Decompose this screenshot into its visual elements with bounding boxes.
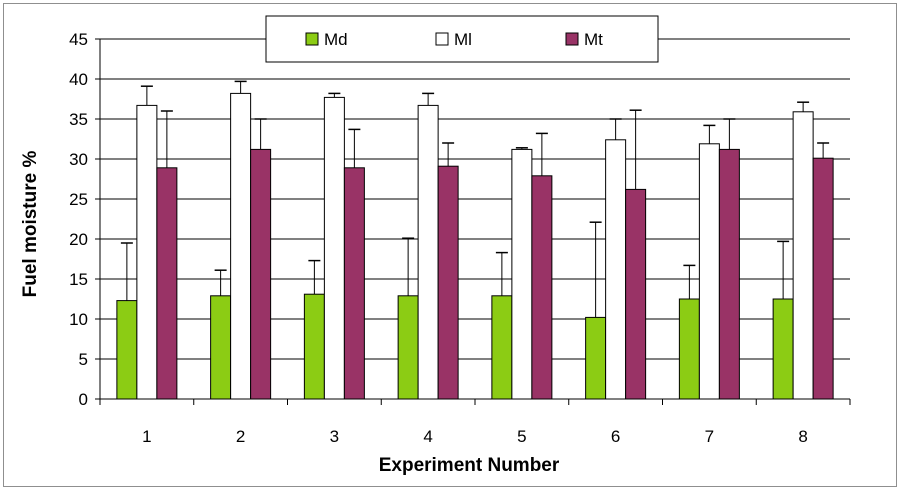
bar-ml-exp-6 — [605, 139, 627, 400]
legend-box — [265, 15, 659, 63]
x-tick-labels: 1 2 3 4 5 6 7 8 — [142, 427, 808, 446]
legend-swatch-ml — [435, 32, 449, 46]
legend-label-md: Md — [324, 30, 348, 49]
bar-mt-exp-3 — [343, 167, 365, 400]
x-tick-label: 5 — [517, 427, 526, 446]
bar-md-exp-5 — [491, 295, 513, 400]
bar-md-exp-2 — [210, 295, 232, 400]
x-tick-label: 2 — [236, 427, 245, 446]
bar-mt-exp-8 — [812, 157, 834, 400]
legend-swatch-md — [305, 32, 319, 46]
y-tick-label: 25 — [69, 190, 88, 209]
bar-mt-exp-4 — [437, 165, 459, 400]
bar-ml-exp-4 — [417, 104, 439, 400]
y-tick-label: 20 — [69, 230, 88, 249]
bar-ml-exp-7 — [698, 143, 720, 400]
y-axis-title: Fuel moisture % — [20, 151, 41, 298]
bar-ml-exp-3 — [323, 96, 345, 400]
x-tick-label: 7 — [705, 427, 714, 446]
bar-ml-exp-8 — [792, 111, 814, 400]
x-tick-label: 1 — [142, 427, 151, 446]
bar-md-exp-7 — [678, 298, 700, 400]
x-tick-label: 4 — [423, 427, 432, 446]
axes — [95, 38, 851, 405]
y-tick-label: 15 — [69, 270, 88, 289]
bar-mt-exp-2 — [250, 148, 272, 400]
y-tick-label: 0 — [79, 390, 88, 409]
legend-label-ml: Ml — [454, 30, 472, 49]
bars — [116, 92, 834, 400]
bar-ml-exp-2 — [230, 92, 252, 400]
legend: Md Ml Mt — [265, 15, 659, 63]
y-tick-labels: 0 5 10 15 20 25 30 35 40 45 — [69, 30, 88, 409]
bar-mt-exp-5 — [531, 175, 553, 400]
bar-mt-exp-6 — [625, 188, 647, 400]
y-tick-label: 5 — [79, 350, 88, 369]
bar-md-exp-1 — [116, 300, 138, 400]
legend-label-mt: Mt — [584, 30, 603, 49]
y-tick-label: 40 — [69, 70, 88, 89]
x-tick-label: 3 — [330, 427, 339, 446]
y-tick-label: 10 — [69, 310, 88, 329]
bar-md-exp-4 — [397, 295, 419, 400]
y-tick-label: 45 — [69, 30, 88, 49]
bar-ml-exp-5 — [511, 148, 533, 400]
x-axis-title: Experiment Number — [379, 455, 560, 476]
bar-mt-exp-1 — [156, 167, 178, 400]
x-tick-label: 8 — [798, 427, 807, 446]
x-tick-label: 6 — [611, 427, 620, 446]
bar-ml-exp-1 — [136, 104, 158, 400]
legend-swatch-mt — [565, 32, 579, 46]
y-tick-label: 35 — [69, 110, 88, 129]
error-bars — [120, 80, 830, 318]
bar-mt-exp-7 — [718, 148, 740, 400]
y-tick-label: 30 — [69, 150, 88, 169]
bar-md-exp-3 — [303, 293, 325, 400]
bar-md-exp-8 — [772, 298, 794, 400]
bar-md-exp-6 — [585, 316, 607, 400]
